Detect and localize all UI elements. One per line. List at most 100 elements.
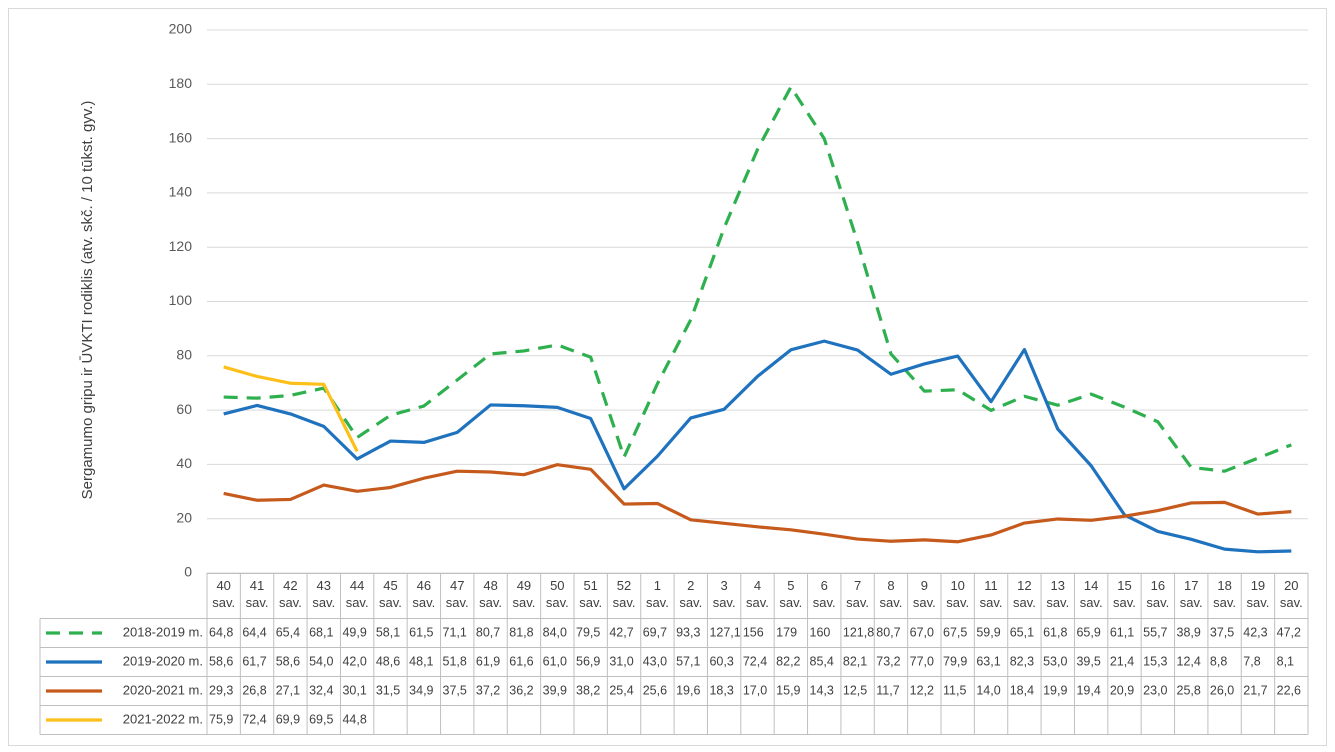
data-table-value: 48,6 <box>376 654 400 668</box>
x-tick-cell: 42 sav. <box>279 578 302 610</box>
x-tick-cell: 18 sav. <box>1213 578 1236 610</box>
x-tick-label: 2 sav. <box>679 578 703 610</box>
data-table-value: 77,0 <box>910 654 934 668</box>
x-tick-cell: 44 sav. <box>345 578 369 610</box>
data-table-value: 25,8 <box>1177 683 1201 697</box>
data-table-value: 73,2 <box>876 654 900 668</box>
data-table-value: 51,8 <box>443 654 467 668</box>
x-tick-cell: 41 sav. <box>245 578 269 610</box>
data-table-value: 27,1 <box>276 683 300 697</box>
x-tick-cell: 3 sav. <box>712 578 736 610</box>
data-table-value: 42,3 <box>1243 625 1267 639</box>
x-tick-cell: 19 sav. <box>1246 578 1270 610</box>
data-table-value: 21,4 <box>1110 654 1134 668</box>
data-table-value: 32,4 <box>309 683 333 697</box>
y-tick-label: 60 <box>176 401 192 417</box>
x-tick-label: 19 sav. <box>1246 578 1270 610</box>
x-tick-label: 44 sav. <box>345 578 369 610</box>
x-tick-label: 7 sav. <box>846 578 870 610</box>
data-table-value: 39,9 <box>543 683 567 697</box>
x-tick-cell: 11 sav. <box>979 578 1003 610</box>
data-table-value: 72,4 <box>743 654 767 668</box>
x-tick-label: 11 sav. <box>979 578 1003 610</box>
data-table-value: 58,6 <box>209 654 233 668</box>
data-table-value: 14,0 <box>976 683 1000 697</box>
x-tick-label: 3 sav. <box>712 578 736 610</box>
data-table-value: 55,7 <box>1143 625 1167 639</box>
data-table-value: 12,4 <box>1177 654 1201 668</box>
data-table-value: 56,9 <box>576 654 600 668</box>
x-tick-label: 50 sav. <box>545 578 569 610</box>
x-tick-label: 10 sav. <box>946 578 970 610</box>
data-table-value: 71,1 <box>443 625 467 639</box>
data-table-value: 25,4 <box>609 683 633 697</box>
x-tick-cell: 51 sav. <box>579 578 602 610</box>
x-tick-label: 52 sav. <box>612 578 636 610</box>
x-tick-label: 43 sav. <box>312 578 336 610</box>
x-tick-cell: 43 sav. <box>312 578 336 610</box>
data-table-value: 61,5 <box>409 625 433 639</box>
data-table-value: 15,3 <box>1143 654 1167 668</box>
data-table-value: 67,0 <box>910 625 934 639</box>
x-tick-label: 16 sav. <box>1146 578 1170 610</box>
x-tick-cell: 8 sav. <box>880 578 903 610</box>
data-table-value: 8,1 <box>1277 654 1294 668</box>
data-table-value: 82,3 <box>1010 654 1034 668</box>
data-table-value: 12,2 <box>910 683 934 697</box>
data-table-value: 61,7 <box>242 654 266 668</box>
x-tick-label: 41 sav. <box>245 578 269 610</box>
x-tick-cell: 10 sav. <box>946 578 970 610</box>
data-table-value: 69,7 <box>643 625 667 639</box>
data-table-value: 7,8 <box>1243 654 1260 668</box>
y-tick-label: 200 <box>169 21 193 37</box>
data-table-value: 75,9 <box>209 712 233 726</box>
data-table-value: 59,9 <box>976 625 1000 639</box>
data-table-value: 80,7 <box>876 625 900 639</box>
data-table-value: 67,5 <box>943 625 967 639</box>
data-table-value: 57,1 <box>676 654 700 668</box>
data-table-value: 79,5 <box>576 625 600 639</box>
x-tick-cell: 49 sav. <box>513 578 536 610</box>
data-table-value: 82,1 <box>843 654 867 668</box>
data-table-value: 23,0 <box>1143 683 1167 697</box>
x-tick-cell: 50 sav. <box>545 578 569 610</box>
data-table-value: 21,7 <box>1243 683 1267 697</box>
data-table-value: 11,7 <box>876 683 899 697</box>
data-table-value: 68,1 <box>309 625 333 639</box>
data-table-value: 84,0 <box>543 625 567 639</box>
x-tick-label: 47 sav. <box>445 578 469 610</box>
data-table-value: 48,1 <box>409 654 433 668</box>
data-table-value: 58,1 <box>376 625 400 639</box>
legend-label: 2019-2020 m. <box>123 653 203 668</box>
data-table-value: 127,1 <box>709 625 740 639</box>
x-tick-cell: 16 sav. <box>1146 578 1170 610</box>
data-table-value: 64,8 <box>209 625 233 639</box>
x-tick-label: 14 sav. <box>1079 578 1103 610</box>
x-tick-cell: 12 sav. <box>1013 578 1036 610</box>
x-tick-label: 46 sav. <box>412 578 436 610</box>
series-line <box>223 85 1292 473</box>
x-tick-cell: 1 sav. <box>645 578 669 610</box>
data-table-value: 29,3 <box>209 683 233 697</box>
data-table-value: 93,3 <box>676 625 700 639</box>
legend-label: 2018-2019 m. <box>123 624 203 639</box>
x-tick-cell: 15 sav. <box>1113 578 1136 610</box>
data-table-value: 20,9 <box>1110 683 1134 697</box>
series-line <box>223 339 1292 554</box>
x-tick-label: 6 sav. <box>812 578 836 610</box>
x-tick-label: 1 sav. <box>645 578 669 610</box>
data-table-value: 81,8 <box>509 625 533 639</box>
x-tick-cell: 4 sav. <box>746 578 769 610</box>
data-table-value: 14,3 <box>810 683 834 697</box>
data-table-value: 61,9 <box>476 654 500 668</box>
data-table-value: 30,1 <box>342 683 366 697</box>
data-table-value: 19,9 <box>1043 683 1067 697</box>
data-table-value: 19,6 <box>676 683 700 697</box>
data-table-value: 156 <box>743 625 764 639</box>
data-table-value: 58,6 <box>276 654 300 668</box>
chart-border <box>8 8 1327 746</box>
data-table-value: 37,5 <box>443 683 467 697</box>
data-table-value: 37,5 <box>1210 625 1234 639</box>
series-line <box>223 365 359 453</box>
